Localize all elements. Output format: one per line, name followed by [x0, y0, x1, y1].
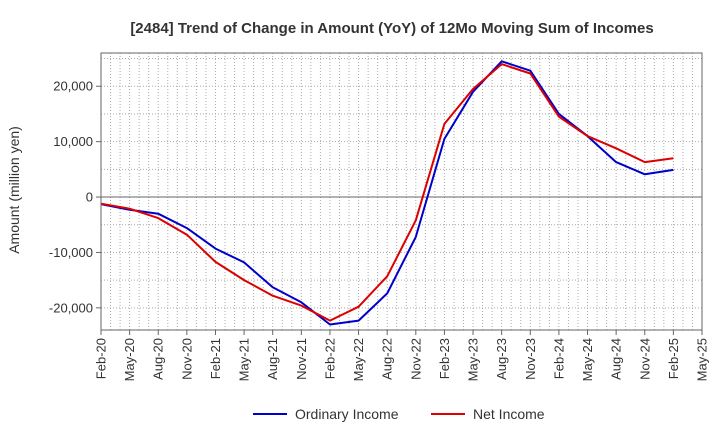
x-tick-label: Nov-22: [408, 338, 423, 380]
x-tick-label: Aug-23: [494, 338, 509, 380]
x-tick-label: Aug-22: [380, 338, 395, 380]
series-layer: [100, 60, 674, 326]
legend-label: Net Income: [473, 406, 545, 422]
x-tick-label: Aug-20: [151, 338, 166, 380]
y-tick-label: 0: [86, 190, 93, 205]
y-axis-ticks: -20,000 -10,000 0 10,000 20,000: [49, 79, 101, 315]
x-tick-label: Feb-23: [437, 338, 452, 379]
x-tick-label: Feb-25: [666, 338, 681, 379]
x-tick-label: May-20: [122, 338, 137, 381]
x-axis-ticks: Feb-20 May-20 Aug-20 Nov-20 Feb-21 May-21 Aug-…: [94, 330, 710, 381]
x-tick-label: Nov-21: [294, 338, 309, 380]
x-tick-label: May-21: [237, 338, 252, 381]
x-tick-label: Nov-20: [179, 338, 194, 380]
x-tick-label: May-22: [351, 338, 366, 381]
x-tick-label: May-23: [466, 338, 481, 381]
x-tick-label: Nov-24: [637, 338, 652, 380]
x-tick-label: Aug-24: [609, 338, 624, 380]
legend: Ordinary Income Net Income: [253, 406, 545, 422]
y-axis-label: Amount (million yen): [6, 126, 22, 254]
legend-label: Ordinary Income: [295, 406, 399, 422]
chart-title: [2484] Trend of Change in Amount (YoY) o…: [130, 20, 653, 37]
x-tick-label: Feb-21: [208, 338, 223, 379]
y-tick-label: -20,000: [49, 300, 93, 315]
x-tick-label: Nov-23: [523, 338, 538, 380]
plot-area: [101, 53, 702, 330]
x-tick-label: Feb-24: [551, 338, 566, 379]
y-tick-label: 10,000: [53, 134, 93, 149]
y-tick-label: 20,000: [53, 79, 93, 94]
x-tick-label: May-25: [695, 338, 710, 381]
x-tick-label: Feb-22: [322, 338, 337, 379]
y-tick-label: -10,000: [49, 245, 93, 260]
x-tick-label: May-24: [580, 338, 595, 381]
series-line-net-income: [100, 63, 674, 322]
x-tick-label: Feb-20: [94, 338, 109, 379]
plot-border: [100, 52, 703, 331]
x-tick-label: Aug-21: [265, 338, 280, 380]
